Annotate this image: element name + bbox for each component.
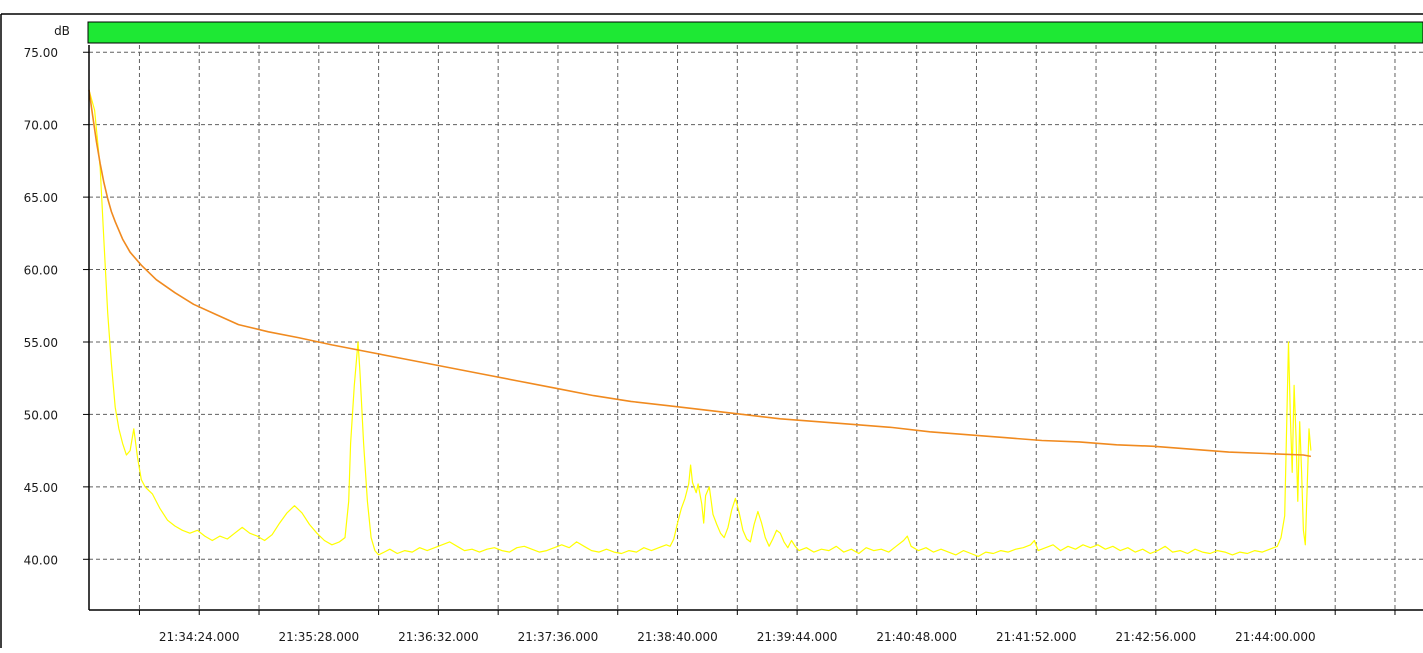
x-tick-label: 21:41:52.000 xyxy=(996,630,1077,644)
x-tick-label: 21:37:36.000 xyxy=(518,630,599,644)
x-tick-label: 21:42:56.000 xyxy=(1116,630,1197,644)
y-tick-label: 60.00 xyxy=(24,264,58,278)
y-tick-label: 45.00 xyxy=(24,481,58,495)
x-tick-label: 21:40:48.000 xyxy=(876,630,957,644)
x-tick-label: 21:35:28.000 xyxy=(278,630,359,644)
y-tick-label: 70.00 xyxy=(24,119,58,133)
level-bar xyxy=(87,21,1423,44)
grid-layer xyxy=(89,45,1423,610)
average-level-line xyxy=(88,89,1312,458)
ticks-layer: 75.00 70.00 65.00 60.00 55.00 50.00 45.00 40.00… xyxy=(24,46,1396,644)
sound-level-line xyxy=(88,89,1312,558)
series-layer xyxy=(88,89,1312,558)
x-tick-label: 21:36:32.000 xyxy=(398,630,479,644)
y-tick-label: 65.00 xyxy=(24,191,58,205)
y-axis-unit-label: dB xyxy=(54,24,70,38)
x-tick-label: 21:34:24.000 xyxy=(159,630,240,644)
y-tick-label: 75.00 xyxy=(24,46,58,60)
y-tick-label: 55.00 xyxy=(24,336,58,350)
x-tick-label: 21:39:44.000 xyxy=(757,630,838,644)
x-tick-label: 21:44:00.000 xyxy=(1235,630,1316,644)
y-tick-label: 40.00 xyxy=(24,553,58,567)
x-tick-label: 21:38:40.000 xyxy=(637,630,718,644)
y-tick-label: 50.00 xyxy=(24,408,58,422)
